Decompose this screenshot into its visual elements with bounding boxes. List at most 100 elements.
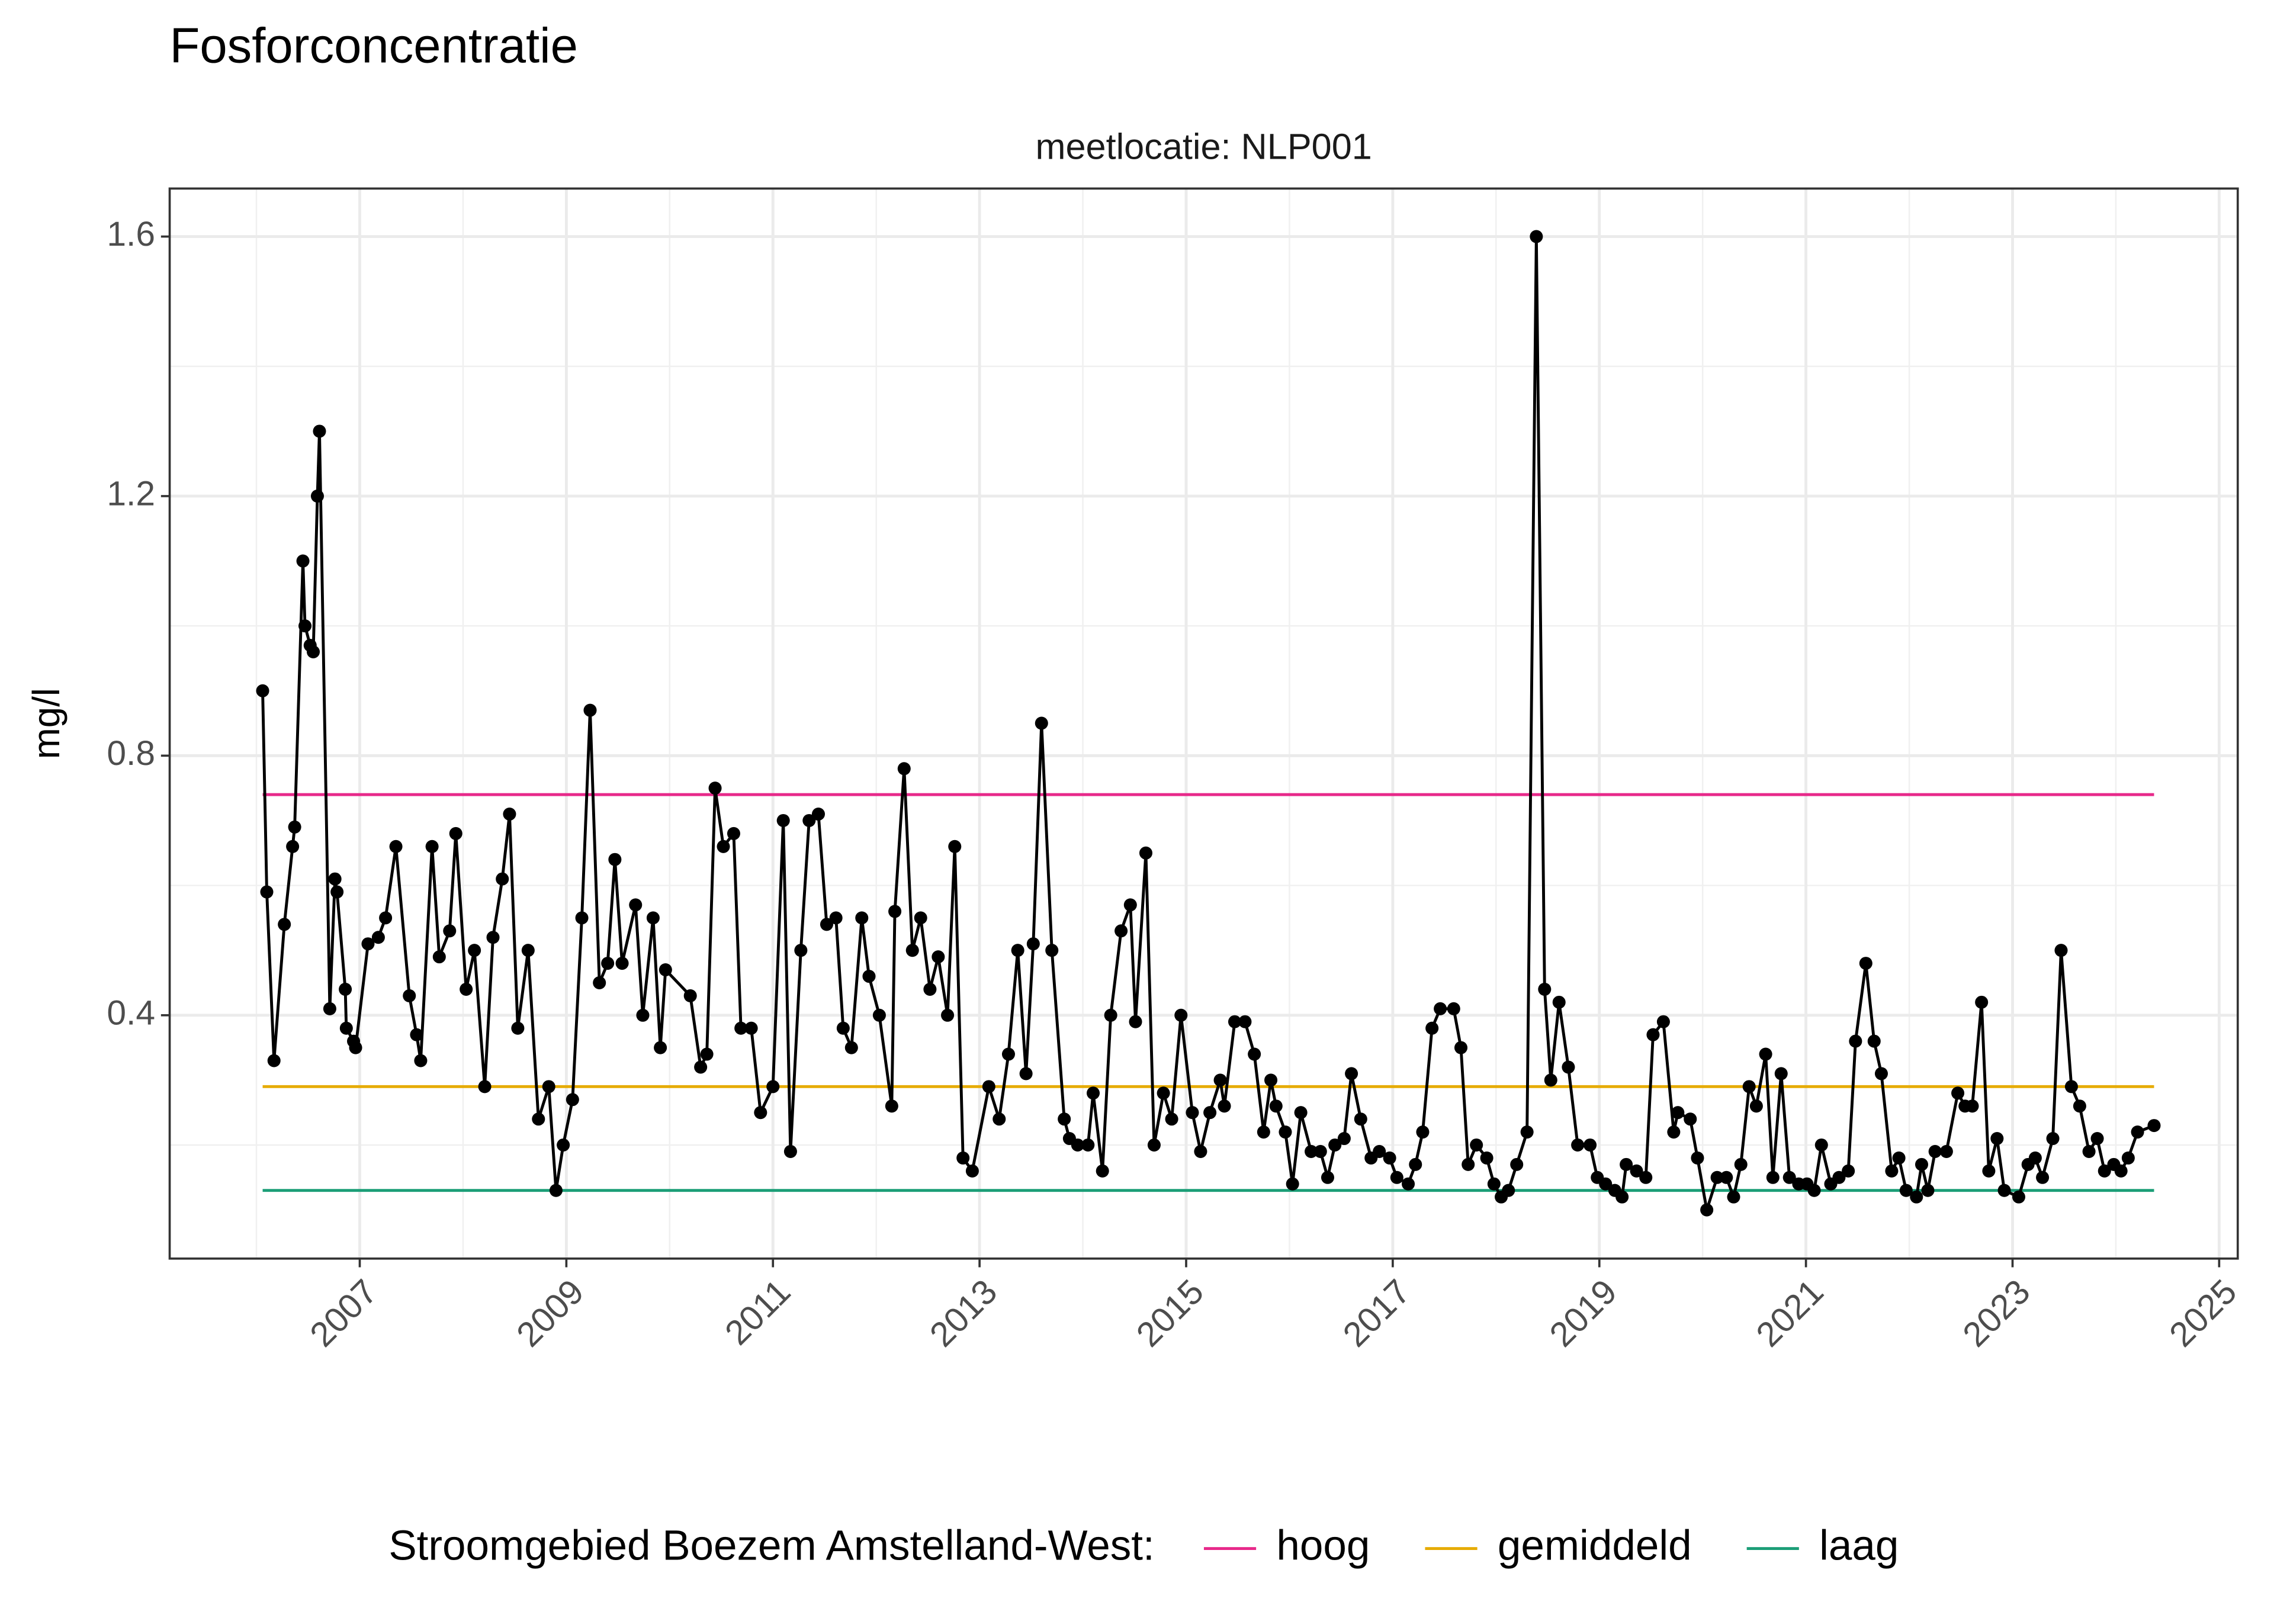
measurement-point bbox=[1071, 1138, 1084, 1152]
measurement-point bbox=[1615, 1190, 1629, 1204]
measurement-point bbox=[443, 924, 457, 938]
measurement-point bbox=[2073, 1099, 2086, 1113]
measurement-point bbox=[923, 982, 937, 996]
measurement-point bbox=[1129, 1015, 1142, 1028]
measurement-point bbox=[1710, 1170, 1724, 1184]
measurement-point bbox=[1510, 1157, 1524, 1171]
legend-label: laag bbox=[1819, 1522, 1899, 1569]
legend-label: hoog bbox=[1276, 1522, 1370, 1569]
measurement-point bbox=[1965, 1099, 1979, 1113]
measurement-point bbox=[1727, 1190, 1740, 1204]
measurement-point bbox=[1402, 1177, 1415, 1191]
measurement-point bbox=[708, 782, 722, 795]
measurement-point bbox=[1520, 1125, 1534, 1139]
measurement-point bbox=[1373, 1144, 1386, 1158]
measurement-point bbox=[521, 944, 535, 957]
measurement-point bbox=[1218, 1099, 1231, 1113]
measurement-point bbox=[982, 1080, 995, 1094]
measurement-point bbox=[727, 827, 740, 840]
measurement-point bbox=[1832, 1170, 1846, 1184]
measurement-point bbox=[1139, 846, 1152, 860]
measurement-point bbox=[1842, 1164, 1855, 1178]
measurement-point bbox=[486, 931, 500, 944]
measurement-point bbox=[1257, 1125, 1270, 1139]
measurement-point bbox=[836, 1021, 850, 1035]
measurement-point bbox=[2121, 1151, 2135, 1165]
measurement-point bbox=[914, 911, 927, 925]
measurement-point bbox=[1814, 1138, 1828, 1152]
measurement-point bbox=[2131, 1125, 2144, 1139]
measurement-point bbox=[511, 1021, 525, 1035]
measurement-point bbox=[794, 944, 808, 957]
measurement-point bbox=[659, 963, 672, 977]
legend-label: gemiddeld bbox=[1498, 1522, 1692, 1569]
measurement-point bbox=[1892, 1151, 1906, 1165]
y-tick-label: 0.8 bbox=[107, 734, 155, 773]
measurement-point bbox=[1562, 1060, 1575, 1074]
measurement-point bbox=[1058, 1112, 1071, 1126]
measurement-point bbox=[1759, 1047, 1772, 1061]
measurement-point bbox=[286, 840, 300, 853]
measurement-point bbox=[1114, 924, 1128, 938]
measurement-point bbox=[754, 1106, 767, 1120]
measurement-point bbox=[503, 807, 516, 821]
measurement-point bbox=[1279, 1125, 1292, 1139]
measurement-point bbox=[965, 1164, 979, 1178]
measurement-point bbox=[1997, 1184, 2011, 1197]
measurement-point bbox=[306, 645, 320, 659]
measurement-point bbox=[1238, 1015, 1252, 1028]
measurement-point bbox=[1157, 1086, 1170, 1100]
measurement-point bbox=[593, 976, 606, 989]
measurement-point bbox=[1019, 1067, 1033, 1080]
measurement-point bbox=[1807, 1184, 1821, 1197]
measurement-point bbox=[1975, 995, 1989, 1009]
measurement-point bbox=[1123, 898, 1137, 912]
measurement-point bbox=[1639, 1170, 1653, 1184]
measurement-point bbox=[2028, 1151, 2042, 1165]
grid bbox=[169, 188, 2238, 1259]
measurement-point bbox=[1447, 1002, 1460, 1015]
measurement-point bbox=[1248, 1047, 1261, 1061]
measurement-point bbox=[389, 840, 403, 853]
measurement-point bbox=[766, 1080, 780, 1094]
measurement-point bbox=[1646, 1028, 1660, 1041]
measurement-point bbox=[1849, 1034, 1862, 1048]
measurement-point bbox=[1990, 1132, 2004, 1146]
measurement-point bbox=[468, 944, 481, 957]
measurement-point bbox=[1313, 1144, 1327, 1158]
measurement-point bbox=[260, 885, 274, 899]
measurement-point bbox=[1899, 1184, 1913, 1197]
measurement-point bbox=[330, 885, 344, 899]
measurement-point bbox=[1874, 1067, 1888, 1080]
measurement-point bbox=[1390, 1170, 1403, 1184]
measurement-point bbox=[339, 982, 352, 996]
measurement-point bbox=[1859, 957, 1872, 970]
measurement-point bbox=[410, 1028, 423, 1041]
measurement-point bbox=[460, 982, 473, 996]
measurement-point bbox=[310, 489, 324, 503]
measurement-point bbox=[1104, 1008, 1117, 1022]
measurement-point bbox=[1337, 1132, 1351, 1146]
measurement-point bbox=[956, 1151, 970, 1165]
measurement-point bbox=[298, 619, 312, 633]
measurement-point bbox=[478, 1080, 492, 1094]
measurement-point bbox=[2046, 1132, 2060, 1146]
measurement-point bbox=[549, 1184, 563, 1197]
measurement-point bbox=[1538, 982, 1552, 996]
measurement-point bbox=[1684, 1112, 1697, 1126]
measurement-point bbox=[349, 1041, 362, 1054]
measurement-point bbox=[1186, 1106, 1199, 1120]
measurement-point bbox=[1544, 1073, 1557, 1087]
measurement-point bbox=[542, 1080, 555, 1094]
measurement-point bbox=[1416, 1125, 1430, 1139]
measurement-point bbox=[414, 1054, 428, 1067]
measurement-point bbox=[629, 898, 643, 912]
measurement-point bbox=[296, 554, 310, 568]
measurement-point bbox=[1867, 1034, 1881, 1048]
measurement-point bbox=[583, 703, 597, 717]
measurement-point bbox=[1774, 1067, 1788, 1080]
measurement-point bbox=[1749, 1099, 1763, 1113]
measurement-point bbox=[897, 762, 911, 776]
